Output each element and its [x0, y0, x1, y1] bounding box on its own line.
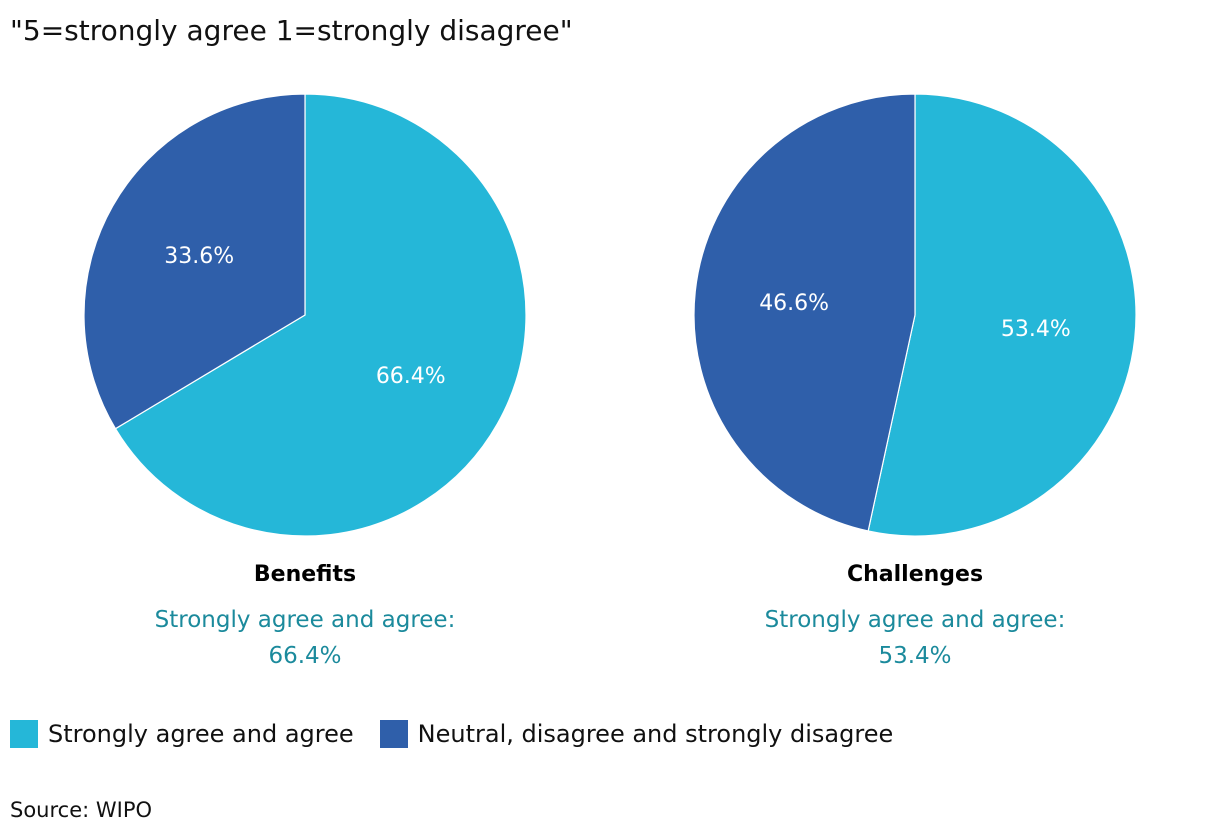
legend-item-agree: Strongly agree and agree	[10, 720, 354, 748]
pie-label-challenges-neutral: 46.6%	[759, 291, 829, 316]
pie-slice-benefits-neutral	[83, 93, 306, 430]
pie-summary-benefits: Strongly agree and agree: 66.4%	[85, 602, 525, 674]
pie-summary-challenges: Strongly agree and agree: 53.4%	[695, 602, 1135, 674]
legend: Strongly agree and agree Neutral, disagr…	[10, 720, 919, 748]
pie-slice-challenges-agree	[867, 93, 1137, 537]
pie-summary-value-challenges: 53.4%	[878, 643, 952, 669]
pie-label-benefits-neutral: 33.6%	[164, 244, 234, 269]
legend-swatch-neutral	[379, 720, 408, 748]
pie-title-benefits: Benefits	[253, 562, 357, 587]
pie-label-challenges-agree: 53.4%	[1001, 317, 1071, 342]
pie-slice-challenges-neutral	[693, 93, 916, 532]
legend-label-agree: Strongly agree and agree	[48, 720, 354, 748]
legend-item-neutral: Neutral, disagree and strongly disagree	[379, 720, 894, 748]
chart-subtitle: "5=strongly agree 1=strongly disagree"	[10, 14, 573, 47]
pie-charts-area: 66.4% 33.6% 53.4% 46.6%	[83, 93, 1137, 537]
source-note: Source: WIPO	[10, 798, 153, 822]
pie-label-benefits-agree: 66.4%	[376, 364, 446, 389]
pie-slice-benefits-agree	[114, 93, 527, 537]
pie-summary-label-benefits: Strongly agree and agree:	[154, 607, 456, 633]
pie-title-challenges: Challenges	[846, 562, 984, 587]
legend-swatch-agree	[10, 720, 38, 748]
pie-summary-value-benefits: 66.4%	[268, 643, 342, 669]
pie-summary-label-challenges: Strongly agree and agree:	[764, 607, 1066, 633]
legend-label-neutral: Neutral, disagree and strongly disagree	[417, 720, 894, 748]
